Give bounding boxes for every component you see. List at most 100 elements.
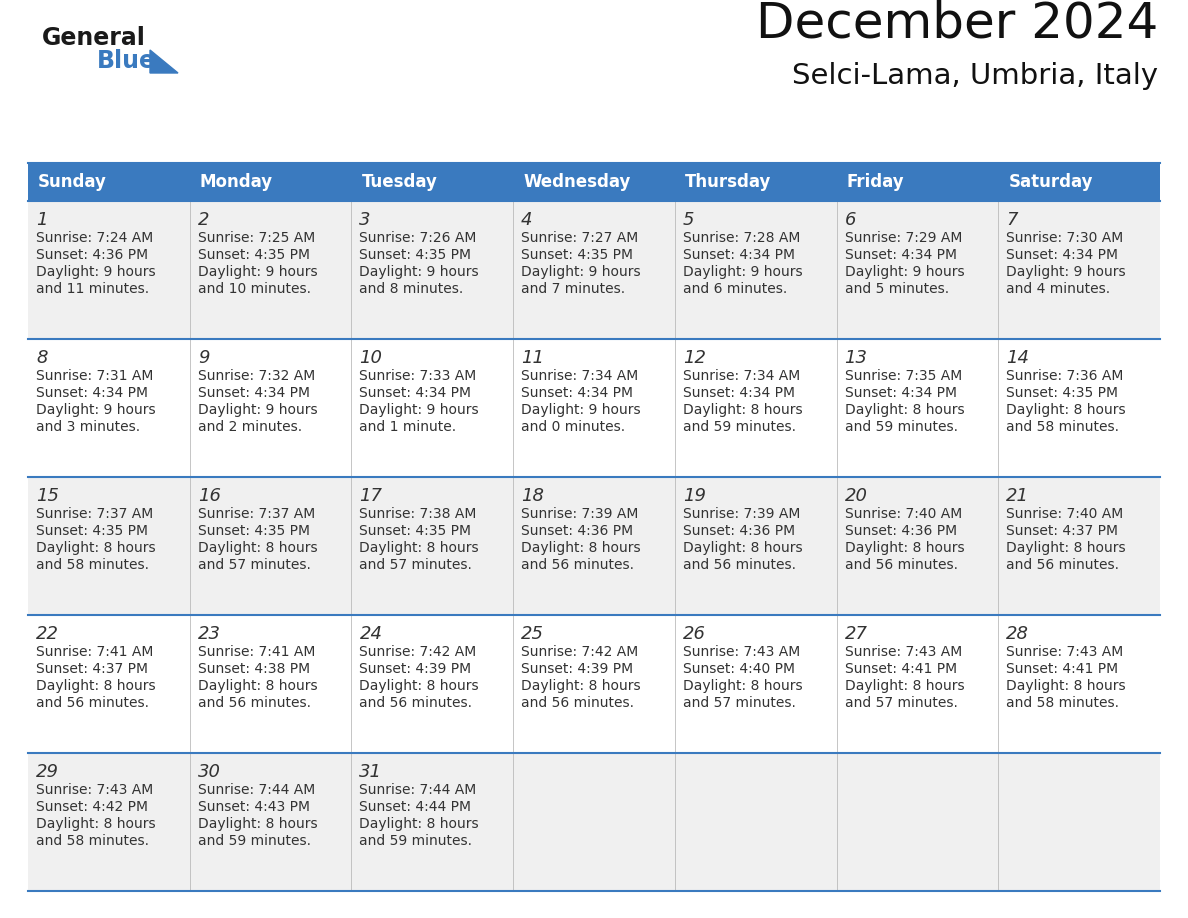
- Text: Daylight: 8 hours: Daylight: 8 hours: [197, 817, 317, 831]
- Text: Daylight: 8 hours: Daylight: 8 hours: [360, 679, 479, 693]
- Text: Sunrise: 7:40 AM: Sunrise: 7:40 AM: [845, 507, 962, 521]
- Text: Daylight: 8 hours: Daylight: 8 hours: [522, 541, 640, 555]
- Text: 1: 1: [36, 211, 48, 229]
- Text: Sunset: 4:34 PM: Sunset: 4:34 PM: [197, 386, 310, 400]
- Text: Sunrise: 7:42 AM: Sunrise: 7:42 AM: [360, 645, 476, 659]
- Text: and 3 minutes.: and 3 minutes.: [36, 420, 140, 434]
- Text: Sunset: 4:34 PM: Sunset: 4:34 PM: [522, 386, 633, 400]
- Text: Sunset: 4:36 PM: Sunset: 4:36 PM: [522, 524, 633, 538]
- Text: 4: 4: [522, 211, 532, 229]
- Text: Sunset: 4:35 PM: Sunset: 4:35 PM: [360, 524, 472, 538]
- Text: Sunset: 4:40 PM: Sunset: 4:40 PM: [683, 662, 795, 676]
- Text: Sunrise: 7:44 AM: Sunrise: 7:44 AM: [197, 783, 315, 797]
- Text: 9: 9: [197, 349, 209, 367]
- Text: and 59 minutes.: and 59 minutes.: [197, 834, 311, 848]
- Text: and 59 minutes.: and 59 minutes.: [845, 420, 958, 434]
- Text: 18: 18: [522, 487, 544, 505]
- Text: Sunset: 4:34 PM: Sunset: 4:34 PM: [683, 386, 795, 400]
- Text: Daylight: 9 hours: Daylight: 9 hours: [522, 403, 640, 417]
- Text: 30: 30: [197, 763, 221, 781]
- Text: Sunset: 4:35 PM: Sunset: 4:35 PM: [360, 248, 472, 262]
- Text: 23: 23: [197, 625, 221, 643]
- Text: 31: 31: [360, 763, 383, 781]
- Text: Daylight: 8 hours: Daylight: 8 hours: [360, 817, 479, 831]
- Text: Sunrise: 7:26 AM: Sunrise: 7:26 AM: [360, 231, 476, 245]
- Text: and 57 minutes.: and 57 minutes.: [360, 558, 473, 572]
- Text: and 58 minutes.: and 58 minutes.: [1006, 420, 1119, 434]
- Text: and 8 minutes.: and 8 minutes.: [360, 282, 463, 296]
- Text: and 56 minutes.: and 56 minutes.: [197, 696, 311, 710]
- Text: Sunrise: 7:41 AM: Sunrise: 7:41 AM: [36, 645, 153, 659]
- Text: Sunday: Sunday: [38, 173, 107, 191]
- Text: Daylight: 8 hours: Daylight: 8 hours: [683, 403, 802, 417]
- Text: Daylight: 9 hours: Daylight: 9 hours: [36, 403, 156, 417]
- Text: Daylight: 8 hours: Daylight: 8 hours: [1006, 541, 1126, 555]
- Text: Sunrise: 7:32 AM: Sunrise: 7:32 AM: [197, 369, 315, 383]
- Text: Sunset: 4:36 PM: Sunset: 4:36 PM: [683, 524, 795, 538]
- Text: Sunrise: 7:24 AM: Sunrise: 7:24 AM: [36, 231, 153, 245]
- Text: and 56 minutes.: and 56 minutes.: [522, 696, 634, 710]
- Text: and 0 minutes.: and 0 minutes.: [522, 420, 625, 434]
- Text: and 57 minutes.: and 57 minutes.: [683, 696, 796, 710]
- Text: Sunset: 4:35 PM: Sunset: 4:35 PM: [197, 524, 310, 538]
- Text: and 56 minutes.: and 56 minutes.: [1006, 558, 1119, 572]
- Text: Sunrise: 7:34 AM: Sunrise: 7:34 AM: [522, 369, 638, 383]
- Text: and 2 minutes.: and 2 minutes.: [197, 420, 302, 434]
- Text: Sunrise: 7:43 AM: Sunrise: 7:43 AM: [1006, 645, 1124, 659]
- Text: Sunrise: 7:40 AM: Sunrise: 7:40 AM: [1006, 507, 1124, 521]
- Text: Sunset: 4:36 PM: Sunset: 4:36 PM: [36, 248, 148, 262]
- Text: Daylight: 8 hours: Daylight: 8 hours: [36, 817, 156, 831]
- Text: 14: 14: [1006, 349, 1029, 367]
- Text: and 57 minutes.: and 57 minutes.: [845, 696, 958, 710]
- Text: Sunset: 4:36 PM: Sunset: 4:36 PM: [845, 524, 956, 538]
- Text: Sunset: 4:43 PM: Sunset: 4:43 PM: [197, 800, 310, 814]
- Text: Sunset: 4:41 PM: Sunset: 4:41 PM: [845, 662, 956, 676]
- Text: Sunrise: 7:37 AM: Sunrise: 7:37 AM: [197, 507, 315, 521]
- Text: 6: 6: [845, 211, 857, 229]
- Text: Wednesday: Wednesday: [523, 173, 631, 191]
- Text: Friday: Friday: [847, 173, 904, 191]
- Text: and 56 minutes.: and 56 minutes.: [683, 558, 796, 572]
- Text: Daylight: 8 hours: Daylight: 8 hours: [36, 679, 156, 693]
- Text: Daylight: 8 hours: Daylight: 8 hours: [197, 679, 317, 693]
- Text: Sunrise: 7:41 AM: Sunrise: 7:41 AM: [197, 645, 315, 659]
- Text: Sunrise: 7:36 AM: Sunrise: 7:36 AM: [1006, 369, 1124, 383]
- Text: Sunrise: 7:44 AM: Sunrise: 7:44 AM: [360, 783, 476, 797]
- Text: Daylight: 9 hours: Daylight: 9 hours: [845, 265, 965, 279]
- Text: Sunrise: 7:30 AM: Sunrise: 7:30 AM: [1006, 231, 1124, 245]
- Text: and 56 minutes.: and 56 minutes.: [522, 558, 634, 572]
- Text: 19: 19: [683, 487, 706, 505]
- Text: 15: 15: [36, 487, 59, 505]
- Text: Sunrise: 7:33 AM: Sunrise: 7:33 AM: [360, 369, 476, 383]
- Text: Daylight: 8 hours: Daylight: 8 hours: [845, 541, 965, 555]
- Text: and 58 minutes.: and 58 minutes.: [36, 834, 148, 848]
- Text: 26: 26: [683, 625, 706, 643]
- Text: Daylight: 8 hours: Daylight: 8 hours: [360, 541, 479, 555]
- Text: Sunrise: 7:39 AM: Sunrise: 7:39 AM: [683, 507, 801, 521]
- Text: 20: 20: [845, 487, 867, 505]
- Text: 5: 5: [683, 211, 694, 229]
- Text: 17: 17: [360, 487, 383, 505]
- Text: Sunrise: 7:25 AM: Sunrise: 7:25 AM: [197, 231, 315, 245]
- Text: Sunrise: 7:38 AM: Sunrise: 7:38 AM: [360, 507, 476, 521]
- Text: Sunrise: 7:42 AM: Sunrise: 7:42 AM: [522, 645, 638, 659]
- Text: 29: 29: [36, 763, 59, 781]
- Text: and 58 minutes.: and 58 minutes.: [1006, 696, 1119, 710]
- Text: and 5 minutes.: and 5 minutes.: [845, 282, 949, 296]
- Text: Blue: Blue: [97, 49, 156, 73]
- Text: and 59 minutes.: and 59 minutes.: [360, 834, 473, 848]
- Text: Daylight: 8 hours: Daylight: 8 hours: [1006, 403, 1126, 417]
- Text: Sunset: 4:35 PM: Sunset: 4:35 PM: [36, 524, 148, 538]
- Text: Sunrise: 7:43 AM: Sunrise: 7:43 AM: [845, 645, 962, 659]
- Text: Sunset: 4:38 PM: Sunset: 4:38 PM: [197, 662, 310, 676]
- Text: Sunrise: 7:43 AM: Sunrise: 7:43 AM: [36, 783, 153, 797]
- Text: Daylight: 8 hours: Daylight: 8 hours: [197, 541, 317, 555]
- Text: Sunset: 4:35 PM: Sunset: 4:35 PM: [522, 248, 633, 262]
- Text: 27: 27: [845, 625, 867, 643]
- Text: and 56 minutes.: and 56 minutes.: [360, 696, 473, 710]
- Text: Monday: Monday: [200, 173, 273, 191]
- Text: Sunset: 4:34 PM: Sunset: 4:34 PM: [1006, 248, 1118, 262]
- Text: Sunset: 4:34 PM: Sunset: 4:34 PM: [845, 386, 956, 400]
- Text: 10: 10: [360, 349, 383, 367]
- Text: Daylight: 9 hours: Daylight: 9 hours: [197, 403, 317, 417]
